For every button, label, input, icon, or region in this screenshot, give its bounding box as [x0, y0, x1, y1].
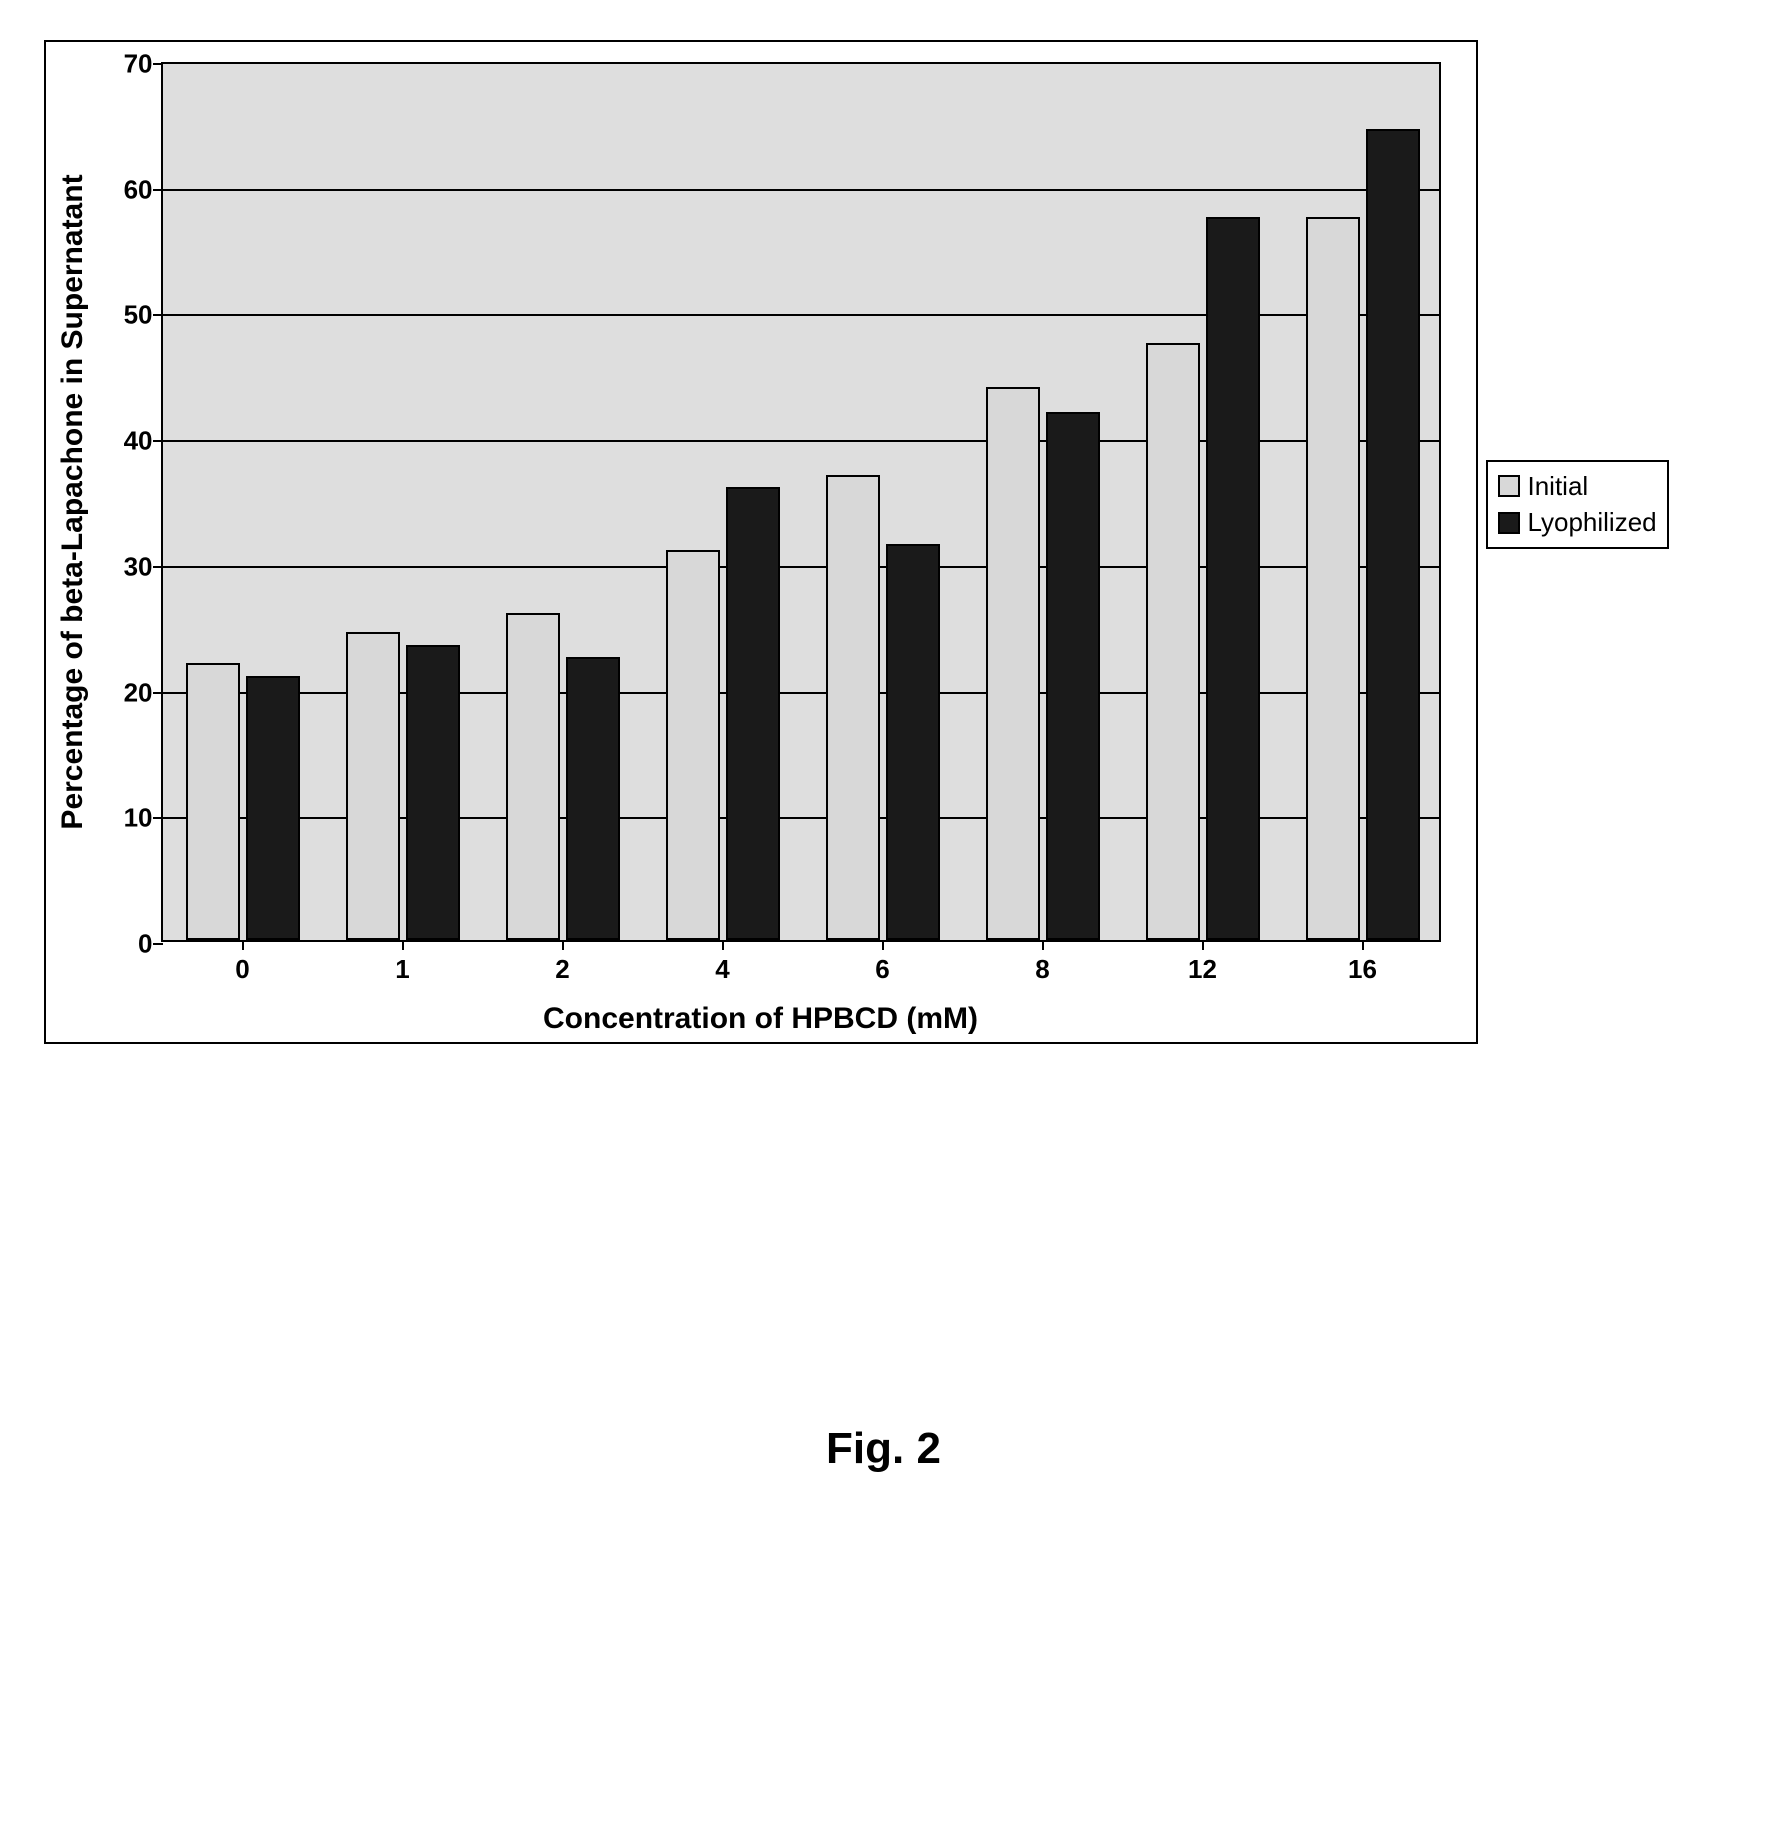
ytick-label: 0	[138, 929, 162, 960]
bar-lyophilized	[566, 657, 620, 940]
figure-container: Percentage of beta-Lapachone in Supernat…	[44, 40, 1724, 1474]
legend-label: Lyophilized	[1528, 504, 1657, 540]
chart-box: Percentage of beta-Lapachone in Supernat…	[44, 40, 1478, 1044]
legend-item: Initial	[1498, 468, 1657, 504]
legend-label: Initial	[1528, 468, 1589, 504]
bar-lyophilized	[246, 676, 300, 940]
bar-initial	[506, 613, 560, 940]
bar-initial	[1146, 343, 1200, 940]
bar-lyophilized	[1366, 129, 1420, 940]
bar-initial	[826, 475, 880, 940]
bar-lyophilized	[1046, 412, 1100, 940]
legend: InitialLyophilized	[1486, 460, 1669, 549]
legend-item: Lyophilized	[1498, 504, 1657, 540]
ytick-label: 20	[124, 677, 163, 708]
bar-lyophilized	[726, 487, 780, 940]
xtick-mark	[882, 940, 884, 950]
bar-initial	[666, 550, 720, 940]
ytick-label: 40	[124, 426, 163, 457]
bar-lyophilized	[886, 544, 940, 940]
legend-swatch	[1498, 475, 1520, 497]
legend-swatch	[1498, 512, 1520, 534]
bar-initial	[986, 387, 1040, 940]
x-axis-title: Concentration of HPBCD (mM)	[543, 1002, 978, 1036]
figure-caption: Fig. 2	[44, 1424, 1724, 1474]
chart-row: Percentage of beta-Lapachone in Supernat…	[44, 40, 1724, 1044]
plot-area: Percentage of beta-Lapachone in Supernat…	[161, 62, 1441, 942]
xtick-mark	[722, 940, 724, 950]
ytick-label: 10	[124, 803, 163, 834]
bar-initial	[1306, 217, 1360, 940]
ytick-label: 60	[124, 174, 163, 205]
xtick-mark	[562, 940, 564, 950]
ytick-label: 30	[124, 551, 163, 582]
bar-lyophilized	[406, 645, 460, 940]
ytick-label: 70	[124, 49, 163, 80]
bar-initial	[346, 632, 400, 940]
xtick-mark	[242, 940, 244, 950]
xtick-mark	[1362, 940, 1364, 950]
gridline	[163, 189, 1439, 191]
bar-initial	[186, 663, 240, 940]
xtick-mark	[1202, 940, 1204, 950]
bar-lyophilized	[1206, 217, 1260, 940]
y-axis-title: Percentage of beta-Lapachone in Supernat…	[56, 174, 90, 829]
ytick-label: 50	[124, 300, 163, 331]
xtick-mark	[1042, 940, 1044, 950]
xtick-mark	[402, 940, 404, 950]
